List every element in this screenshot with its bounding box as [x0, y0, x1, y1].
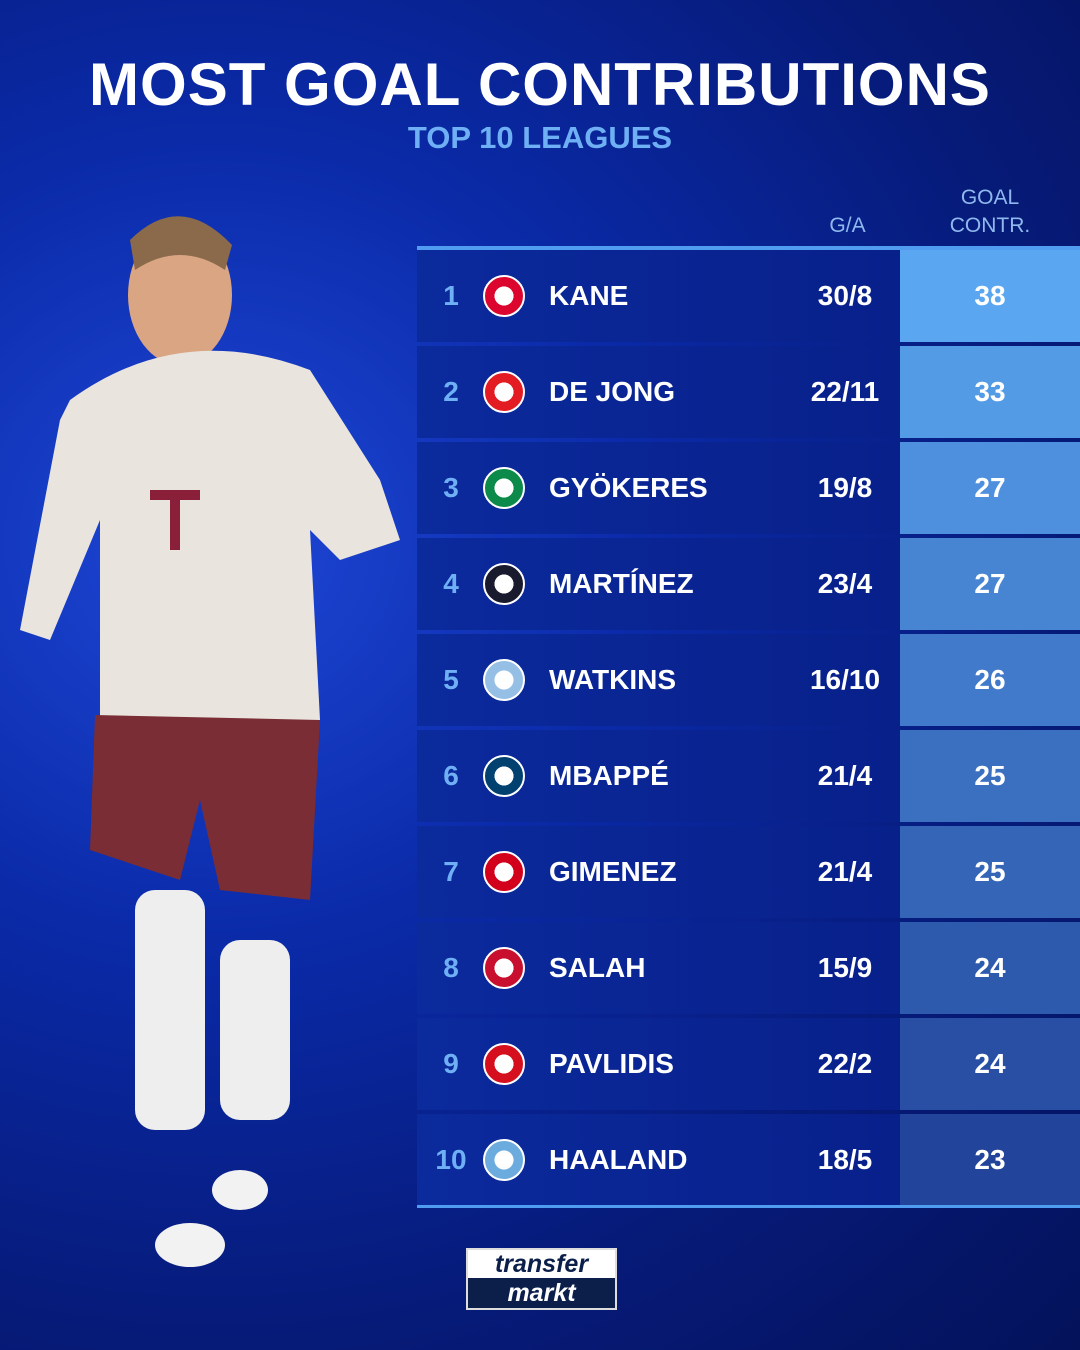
az-alkmaar-crest-icon [483, 1043, 525, 1085]
goal-contributions: 23 [900, 1114, 1080, 1206]
goals-assists: 16/10 [809, 664, 881, 695]
rank: 4 [443, 568, 459, 599]
table-row: 10 HAALAND 18/5 23 [417, 1114, 1080, 1206]
player-photo [20, 216, 400, 1267]
fc-bayern-munchen-crest-icon [483, 275, 525, 317]
goals-assists: 30/8 [817, 280, 873, 311]
transfermarkt-logo: transfer markt [466, 1248, 617, 1310]
column-header-ga: G/A [829, 214, 866, 237]
sporting-cp-crest-icon [483, 467, 525, 509]
table-row: 3 GYÖKERES 19/8 27 [417, 442, 1080, 534]
table-top-divider [417, 246, 1080, 250]
rank: 2 [443, 376, 459, 407]
player-name: SALAH [549, 952, 646, 983]
page-subtitle: TOP 10 LEAGUES [407, 120, 673, 155]
goals-assists: 21/4 [817, 856, 873, 887]
table-row: 4 MARTÍNEZ 23/4 27 [417, 538, 1080, 630]
rank: 1 [443, 280, 459, 311]
table-row: 6 MBAPPÉ 21/4 25 [417, 730, 1080, 822]
table-row: 8 SALAH 15/9 24 [417, 922, 1080, 1014]
psg-crest-icon [483, 755, 525, 797]
rank: 8 [443, 952, 459, 983]
goals-assists: 21/4 [817, 760, 873, 791]
goals-assists: 23/4 [817, 568, 873, 599]
rank: 6 [443, 760, 459, 791]
goal-contributions: 26 [900, 634, 1080, 726]
aston-villa-crest-icon [483, 659, 525, 701]
rank: 10 [435, 1144, 467, 1175]
feyenoord-crest-icon [483, 851, 525, 893]
goals-assists: 22/2 [817, 1048, 873, 1079]
goal-contributions: 33 [900, 346, 1080, 438]
rank: 9 [443, 1048, 459, 1079]
player-name: GYÖKERES [549, 472, 708, 503]
player-name: MARTÍNEZ [549, 568, 694, 599]
rank: 3 [443, 472, 459, 503]
table-row: 1 KANE 30/8 38 [417, 250, 1080, 342]
table-row: 9 PAVLIDIS 22/2 24 [417, 1018, 1080, 1110]
goal-contributions: 25 [900, 730, 1080, 822]
psv-crest-icon [483, 371, 525, 413]
goal-contributions: 38 [900, 250, 1080, 342]
goals-assists: 18/5 [817, 1144, 873, 1175]
player-name: GIMENEZ [549, 856, 677, 887]
goals-assists: 15/9 [817, 952, 873, 983]
goal-contributions: 24 [900, 922, 1080, 1014]
table-row: 7 GIMENEZ 21/4 25 [417, 826, 1080, 918]
rank: 7 [443, 856, 459, 887]
player-name: PAVLIDIS [549, 1048, 674, 1079]
column-header-line: CONTR. [949, 214, 1031, 237]
goal-contributions: 25 [900, 826, 1080, 918]
player-name: HAALAND [549, 1144, 688, 1175]
page-title: MOST GOAL CONTRIBUTIONS [89, 51, 991, 118]
player-name: KANE [549, 280, 629, 311]
column-header-goal-contr: GOAL CONTR. [900, 184, 1080, 240]
goals-assists: 19/8 [817, 472, 873, 503]
goal-contributions: 27 [900, 442, 1080, 534]
goal-contributions: 24 [900, 1018, 1080, 1110]
player-name: WATKINS [549, 664, 677, 695]
liverpool-crest-icon [483, 947, 525, 989]
table-row: 2 DE JONG 22/11 33 [417, 346, 1080, 438]
brand-line-1: transfer [468, 1250, 615, 1278]
table-row: 5 WATKINS 16/10 26 [417, 634, 1080, 726]
player-name: MBAPPÉ [549, 760, 669, 791]
player-name: DE JONG [549, 376, 676, 407]
goal-contributions: 27 [900, 538, 1080, 630]
column-header-line: GOAL [960, 186, 1020, 209]
brand-line-2: markt [507, 1279, 576, 1307]
inter-crest-icon [483, 563, 525, 605]
goals-assists: 22/11 [810, 376, 880, 407]
rank: 5 [443, 664, 459, 695]
manchester-city-crest-icon [483, 1139, 525, 1181]
table-bottom-divider [417, 1205, 1080, 1208]
